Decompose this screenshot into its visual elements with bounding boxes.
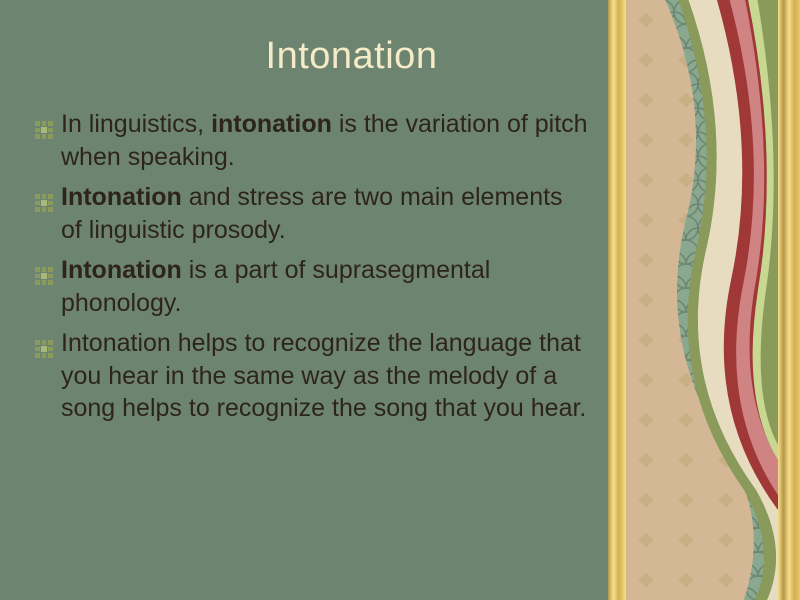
slide-title: Intonation [115,35,588,78]
bullet-text: Intonation and stress are two main eleme… [61,181,588,246]
gold-strip-left [608,0,626,600]
bullet-icon [35,334,53,352]
bullet-text: In linguistics, intonation is the variat… [61,108,588,173]
content-area: Intonation In linguistics, intonation is… [0,0,608,600]
slide-container: Intonation In linguistics, intonation is… [0,0,800,600]
bullet-list: In linguistics, intonation is the variat… [35,108,588,425]
pattern-area [626,0,778,600]
decorative-waves [626,0,778,600]
bullet-icon [35,115,53,133]
gold-strip-right [778,0,800,600]
bullet-icon [35,261,53,279]
bullet-text: Intonation is a part of suprasegmental p… [61,254,588,319]
bullet-icon [35,188,53,206]
bullet-item: Intonation helps to recognize the langua… [35,327,588,425]
bullet-item: Intonation is a part of suprasegmental p… [35,254,588,319]
decorative-panel [608,0,800,600]
bullet-item: In linguistics, intonation is the variat… [35,108,588,173]
bullet-item: Intonation and stress are two main eleme… [35,181,588,246]
bullet-text: Intonation helps to recognize the langua… [61,327,588,425]
